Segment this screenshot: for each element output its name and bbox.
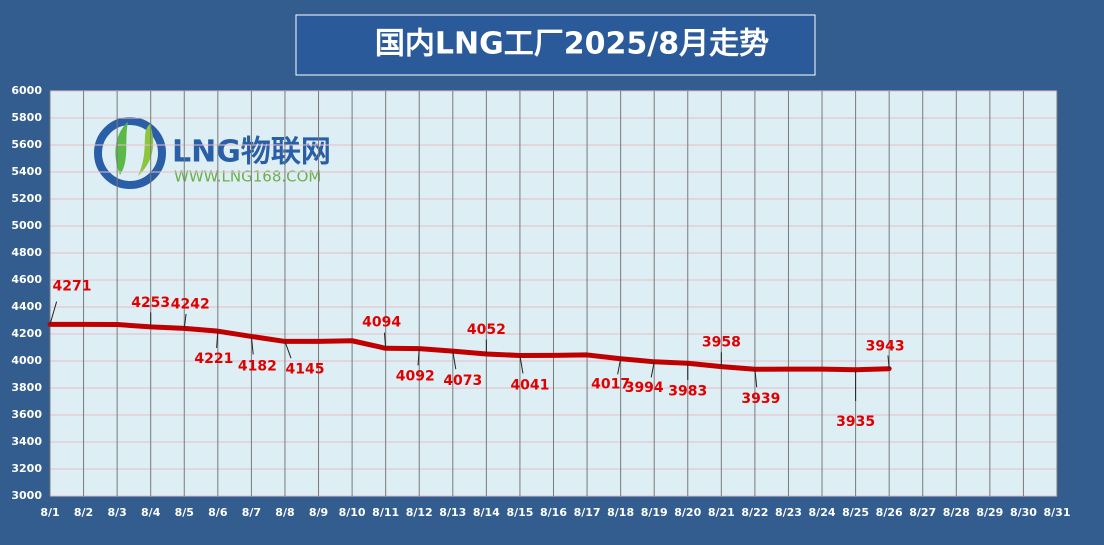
title-box xyxy=(295,14,816,76)
x-tick-label: 8/24 xyxy=(809,506,836,519)
data-label: 4094 xyxy=(362,314,401,330)
leader-line xyxy=(650,361,655,378)
data-label: 4052 xyxy=(467,322,506,338)
leader-line xyxy=(887,355,890,369)
y-tick-label: 3200 xyxy=(11,462,42,475)
leader-line xyxy=(49,301,58,325)
y-tick-label: 3600 xyxy=(11,408,42,421)
y-tick-label: 4600 xyxy=(11,273,42,286)
y-tick-label: 5800 xyxy=(11,111,42,124)
data-label: 3958 xyxy=(702,335,741,351)
data-label: 4271 xyxy=(53,278,92,294)
x-tick-label: 8/29 xyxy=(976,506,1003,519)
x-tick-label: 8/30 xyxy=(1010,506,1037,519)
x-tick-label: 8/26 xyxy=(876,506,903,519)
leader-line xyxy=(216,331,219,349)
x-tick-label: 8/31 xyxy=(1044,506,1071,519)
leader-line xyxy=(250,336,254,355)
y-tick-label: 4800 xyxy=(11,246,42,259)
x-tick-label: 8/7 xyxy=(242,506,261,519)
leader-line xyxy=(417,348,420,366)
data-label: 4073 xyxy=(443,373,482,389)
x-tick-label: 8/28 xyxy=(943,506,970,519)
leader-line xyxy=(452,351,457,370)
leader-line xyxy=(617,358,622,375)
data-label: 4221 xyxy=(194,351,233,367)
x-tick-label: 8/2 xyxy=(74,506,93,519)
data-label: 4041 xyxy=(510,377,549,393)
data-label: 3943 xyxy=(866,339,905,355)
x-tick-label: 8/14 xyxy=(473,506,500,519)
logo-leaf xyxy=(138,124,154,176)
y-tick-label: 5200 xyxy=(11,192,42,205)
chart-title: 国内LNG工厂2025/8月走势 xyxy=(375,27,769,62)
logo-leaf xyxy=(115,122,128,175)
x-tick-label: 8/21 xyxy=(708,506,735,519)
x-tick-label: 8/20 xyxy=(674,506,701,519)
x-tick-label: 8/3 xyxy=(107,506,126,519)
x-tick-label: 8/10 xyxy=(339,506,366,519)
data-label: 4145 xyxy=(285,361,324,377)
x-tick-label: 8/19 xyxy=(641,506,668,519)
x-tick-label: 8/22 xyxy=(741,506,768,519)
y-tick-label: 3000 xyxy=(11,489,42,502)
x-tick-label: 8/16 xyxy=(540,506,567,519)
y-tick-label: 5600 xyxy=(11,138,42,151)
x-tick-label: 8/1 xyxy=(40,506,59,519)
y-tick-label: 4000 xyxy=(11,354,42,367)
y-tick-label: 6000 xyxy=(11,84,42,97)
data-label: 3983 xyxy=(668,383,707,399)
y-tick-label: 3400 xyxy=(11,435,42,448)
y-tick-label: 4200 xyxy=(11,327,42,340)
x-tick-label: 8/4 xyxy=(141,506,161,519)
leader-line xyxy=(754,369,758,388)
x-tick-label: 8/18 xyxy=(607,506,634,519)
line xyxy=(47,321,892,373)
logo-ring xyxy=(94,117,166,189)
leader-line xyxy=(383,332,387,349)
data-label: 4253 xyxy=(131,295,170,311)
y-tick-label: 5000 xyxy=(11,219,42,232)
x-tick-label: 8/15 xyxy=(506,506,533,519)
data-label: 3994 xyxy=(625,380,664,396)
data-label: 4242 xyxy=(171,296,210,312)
data-label: 3939 xyxy=(741,391,780,407)
logo-url: WWW.LNG168.COM xyxy=(174,168,321,186)
data-label: 4017 xyxy=(591,377,630,393)
x-tick-label: 8/27 xyxy=(909,506,936,519)
y-tick-label: 5400 xyxy=(11,165,42,178)
data-label: 3935 xyxy=(836,414,875,430)
x-tick-label: 8/17 xyxy=(574,506,601,519)
leader-line xyxy=(183,313,187,329)
x-tick-label: 8/13 xyxy=(439,506,466,519)
x-tick-label: 8/23 xyxy=(775,506,802,519)
leader-line xyxy=(519,355,524,374)
x-tick-label: 8/25 xyxy=(842,506,869,519)
x-tick-label: 8/11 xyxy=(372,506,399,519)
x-tick-label: 8/5 xyxy=(175,506,194,519)
y-tick-label: 4400 xyxy=(11,300,42,313)
y-tick-label: 3800 xyxy=(11,381,42,394)
data-label: 4092 xyxy=(396,369,435,385)
x-tick-label: 8/12 xyxy=(406,506,433,519)
x-tick-label: 8/9 xyxy=(309,506,328,519)
x-tick-label: 8/8 xyxy=(275,506,294,519)
leader-line xyxy=(284,341,292,359)
data-label: 4182 xyxy=(238,358,277,374)
x-tick-label: 8/6 xyxy=(208,506,228,519)
